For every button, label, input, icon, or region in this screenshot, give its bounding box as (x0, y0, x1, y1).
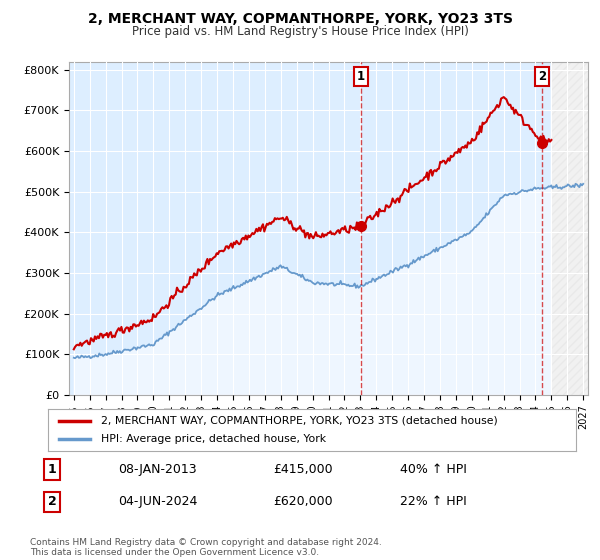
Text: Price paid vs. HM Land Registry's House Price Index (HPI): Price paid vs. HM Land Registry's House … (131, 25, 469, 38)
Text: £415,000: £415,000 (273, 463, 332, 476)
Text: 22% ↑ HPI: 22% ↑ HPI (400, 496, 467, 508)
Text: 08-JAN-2013: 08-JAN-2013 (118, 463, 197, 476)
Text: £620,000: £620,000 (273, 496, 332, 508)
Bar (551, 62, 588, 395)
Text: HPI: Average price, detached house, York: HPI: Average price, detached house, York (101, 434, 326, 444)
Bar (551, 62, 588, 395)
Text: 2: 2 (538, 70, 546, 83)
Text: 2: 2 (48, 496, 56, 508)
Text: 2, MERCHANT WAY, COPMANTHORPE, YORK, YO23 3TS (detached house): 2, MERCHANT WAY, COPMANTHORPE, YORK, YO2… (101, 416, 497, 426)
Text: 04-JUN-2024: 04-JUN-2024 (118, 496, 197, 508)
Text: 1: 1 (357, 70, 365, 83)
Text: 40% ↑ HPI: 40% ↑ HPI (400, 463, 467, 476)
Text: 1: 1 (48, 463, 56, 476)
Text: 2, MERCHANT WAY, COPMANTHORPE, YORK, YO23 3TS: 2, MERCHANT WAY, COPMANTHORPE, YORK, YO2… (88, 12, 512, 26)
Text: Contains HM Land Registry data © Crown copyright and database right 2024.
This d: Contains HM Land Registry data © Crown c… (30, 538, 382, 557)
